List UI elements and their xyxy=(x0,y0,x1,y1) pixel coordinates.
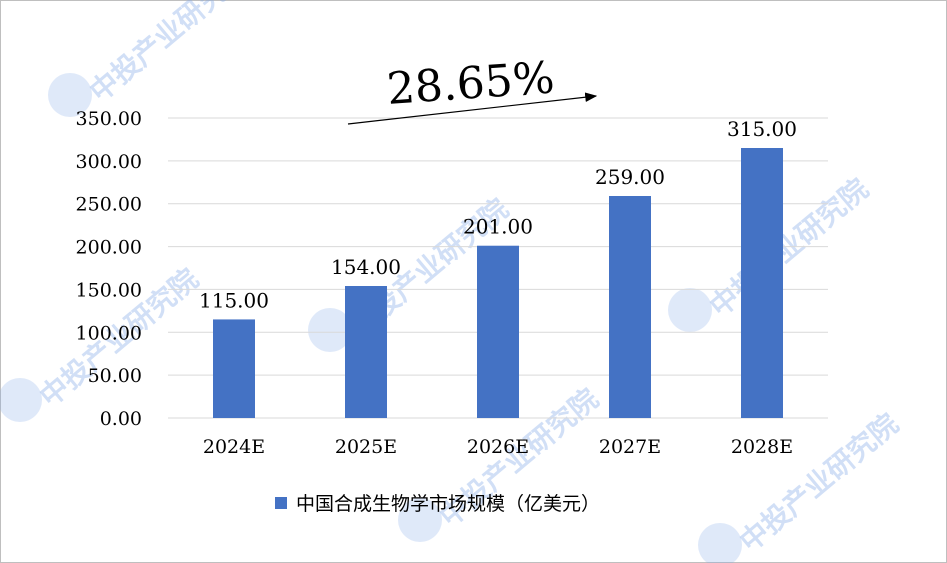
y-axis: 0.00 50.00 100.00 150.00 200.00 250.00 300.00 3… xyxy=(76,108,142,430)
legend-label: 中国合成生物学市场规模（亿美元） xyxy=(296,493,600,515)
data-label: 201.00 xyxy=(463,215,533,239)
bar xyxy=(213,319,255,418)
x-tick-label: 2026E xyxy=(467,436,529,458)
watermark-logo xyxy=(308,308,352,352)
y-tick-label: 50.00 xyxy=(88,365,142,387)
x-tick-label: 2025E xyxy=(335,436,397,458)
bar xyxy=(609,196,651,418)
watermark-text: 中投产业研究院 xyxy=(703,172,874,323)
y-tick-label: 200.00 xyxy=(76,237,142,259)
watermark-logo xyxy=(48,73,92,117)
y-tick-label: 250.00 xyxy=(76,194,142,216)
x-tick-label: 2024E xyxy=(203,436,265,458)
y-tick-label: 300.00 xyxy=(76,151,142,173)
y-tick-label: 0.00 xyxy=(100,408,142,430)
growth-annotation: 28.65% xyxy=(347,52,598,125)
watermark-logo xyxy=(698,523,742,563)
bar xyxy=(477,245,519,418)
data-label: 315.00 xyxy=(727,117,797,141)
watermark-logo xyxy=(0,378,42,422)
watermark-logo xyxy=(668,288,712,332)
data-label: 154.00 xyxy=(331,255,401,279)
watermark-text: 中投产业研究院 xyxy=(83,0,254,108)
legend: 中国合成生物学市场规模（亿美元） xyxy=(275,493,600,515)
y-tick-label: 350.00 xyxy=(76,108,142,130)
x-tick-label: 2027E xyxy=(599,436,661,458)
bar xyxy=(741,148,783,418)
data-label: 259.00 xyxy=(595,165,665,189)
x-axis: 2024E 2025E 2026E 2027E 2028E xyxy=(203,436,793,458)
y-tick-label: 100.00 xyxy=(76,322,142,344)
watermark-text: 中投产业研究院 xyxy=(733,407,904,558)
data-label: 115.00 xyxy=(199,288,269,312)
data-labels: 115.00 154.00 201.00 259.00 315.00 xyxy=(199,117,797,312)
bar-series xyxy=(213,148,783,418)
growth-rate-label: 28.65% xyxy=(385,52,556,115)
watermark-logo xyxy=(398,498,442,542)
legend-swatch xyxy=(275,497,287,509)
y-tick-label: 150.00 xyxy=(76,279,142,301)
x-tick-label: 2028E xyxy=(731,436,793,458)
growth-arrow xyxy=(347,92,598,125)
bar xyxy=(345,286,387,418)
